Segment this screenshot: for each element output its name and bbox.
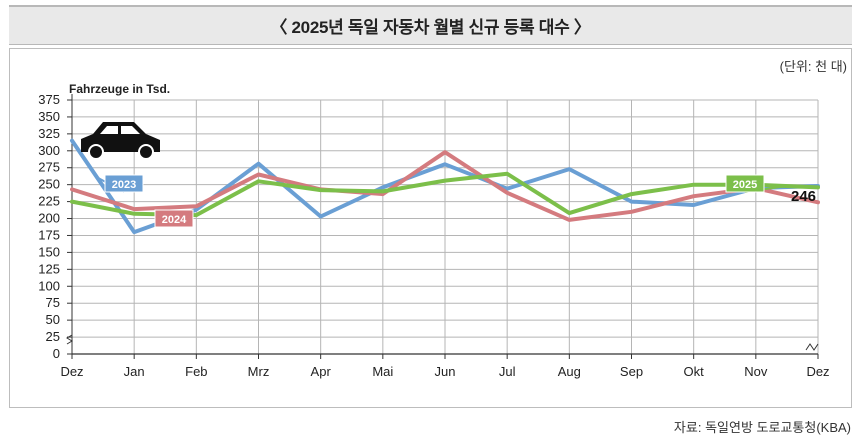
car-wheel-rear bbox=[138, 144, 154, 160]
y-tick-label: 100 bbox=[38, 278, 60, 293]
car-window-front bbox=[100, 126, 118, 134]
x-tick-label: Aug bbox=[558, 364, 581, 379]
y-tick-label: 225 bbox=[38, 194, 60, 209]
y-tick-label: 0 bbox=[53, 346, 60, 361]
y-tick-label: 325 bbox=[38, 126, 60, 141]
series-line-2023 bbox=[70, 138, 820, 235]
x-tick-label: Feb bbox=[185, 364, 207, 379]
car-body bbox=[81, 122, 160, 152]
x-tick-label: Nov bbox=[744, 364, 768, 379]
car-icon bbox=[81, 122, 160, 160]
source-label: 자료: 독일연방 도로교통청(KBA) bbox=[673, 420, 851, 435]
y-tick-label: 350 bbox=[38, 109, 60, 124]
series-label-box-2023 bbox=[104, 174, 144, 193]
chart-header-title: 〈 2025년 독일 자동차 월별 신규 등록 대수 〉 bbox=[270, 18, 591, 37]
x-tick-label: Apr bbox=[311, 364, 332, 379]
y-tick-label: 125 bbox=[38, 261, 60, 276]
series-label-2025: 2025 bbox=[733, 179, 757, 191]
series-label-2023: 2023 bbox=[112, 179, 136, 191]
x-tick-label: Sep bbox=[620, 364, 643, 379]
series-line-2024 bbox=[70, 150, 820, 222]
y-tick-label: 300 bbox=[38, 143, 60, 158]
series-label-box-2024 bbox=[154, 209, 194, 228]
series-label-box-2025 bbox=[725, 174, 765, 193]
x-tick-label: Jan bbox=[124, 364, 145, 379]
unit-label: (단위: 천 대) bbox=[779, 59, 847, 74]
chart-header: 〈 2025년 독일 자동차 월별 신규 등록 대수 〉 bbox=[9, 5, 852, 45]
axis-break-mark bbox=[805, 343, 819, 351]
car-window-rear bbox=[121, 126, 140, 134]
y-tick-label: 150 bbox=[38, 244, 60, 259]
y-tick-label: 200 bbox=[38, 211, 60, 226]
car-wheel-front bbox=[88, 144, 104, 160]
x-tick-label: Jun bbox=[435, 364, 456, 379]
x-tick-label: Jul bbox=[499, 364, 516, 379]
x-tick-label: Mai bbox=[372, 364, 393, 379]
x-tick-label: Okt bbox=[684, 364, 705, 379]
y-tick-label: 50 bbox=[46, 312, 60, 327]
series-label-2024: 2024 bbox=[162, 214, 187, 226]
y-tick-label: 275 bbox=[38, 160, 60, 175]
axis-break-mark bbox=[66, 334, 73, 345]
series-line-2025 bbox=[70, 171, 820, 218]
series-group bbox=[70, 138, 820, 235]
y-tick-label: 25 bbox=[46, 329, 60, 344]
x-tick-label: Dez bbox=[60, 364, 83, 379]
x-tick-label: Mrz bbox=[248, 364, 270, 379]
series-labels: 2023 2024 2025 bbox=[96, 174, 788, 228]
y-tick-label: 375 bbox=[38, 92, 60, 107]
y-axis-label: Fahrzeuge in Tsd. bbox=[69, 82, 170, 96]
y-tick-label: 75 bbox=[46, 295, 60, 310]
y-tick-label: 175 bbox=[38, 227, 60, 242]
y-tick-label: 250 bbox=[38, 177, 60, 192]
x-tick-label: Dez bbox=[806, 364, 829, 379]
end-value-annotation: 246 bbox=[791, 188, 816, 205]
